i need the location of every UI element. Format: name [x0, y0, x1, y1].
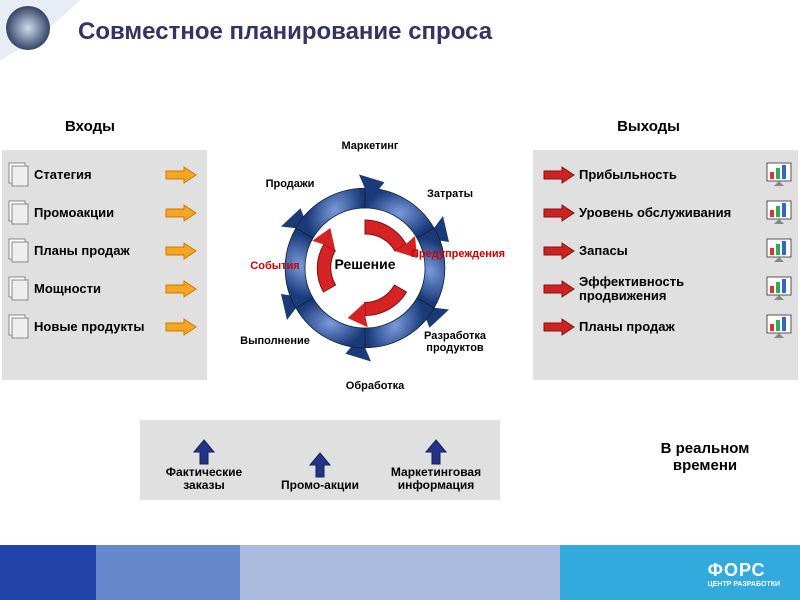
input-row: Новые продукты [8, 310, 201, 344]
input-row: Промоакции [8, 196, 201, 230]
chart-icon [766, 162, 792, 188]
document-icon [8, 200, 30, 226]
document-icon [8, 276, 30, 302]
outputs-header: Выходы [617, 118, 680, 135]
bottom-label: Промо-акции [281, 479, 359, 492]
arrow-right-icon [164, 242, 198, 260]
input-row: Планы продаж [8, 234, 201, 268]
bottom-item: Фактические заказы [149, 438, 259, 492]
brand-text: ФОРС [708, 560, 766, 580]
chart-icon [766, 314, 792, 340]
arrow-right-icon [542, 318, 576, 336]
cycle-label: Разработка продуктов [415, 330, 495, 354]
cycle-label: Затраты [420, 188, 480, 200]
bottom-panel: Фактические заказы Промо-акции Маркетинг… [140, 420, 500, 500]
output-label: Планы продаж [579, 320, 760, 334]
arrow-up-icon [308, 451, 332, 479]
cycle-diagram: Решение Маркетинг Затраты Разработка про… [225, 140, 505, 400]
arrow-up-icon [424, 438, 448, 466]
output-row: Запасы [539, 234, 792, 268]
arrow-right-icon [542, 280, 576, 298]
input-label: Новые продукты [34, 320, 161, 334]
input-label: Мощности [34, 282, 161, 296]
cycle-label: Обработка [340, 380, 410, 392]
corner-decoration [0, 0, 80, 60]
slide: Совместное планирование спроса Входы Вых… [0, 0, 800, 600]
output-label: Уровень обслуживания [579, 206, 760, 220]
cycle-label-red: События [245, 260, 305, 272]
bottom-item: Маркетинговая информация [381, 438, 491, 492]
document-icon [8, 162, 30, 188]
input-label: Планы продаж [34, 244, 161, 258]
bottom-item: Промо-акции [265, 451, 375, 492]
arrow-right-icon [164, 204, 198, 222]
arrow-up-icon [192, 438, 216, 466]
input-label: Статегия [34, 168, 161, 182]
cycle-label-red: Предупреждения [411, 248, 485, 260]
inputs-header: Входы [65, 118, 115, 135]
input-row: Мощности [8, 272, 201, 306]
outputs-panel: Прибыльность Уровень обслуживания Запасы… [533, 150, 798, 380]
footer-logo: ФОРС ЦЕНТР РАЗРАБОТКИ [708, 560, 780, 588]
output-row: Прибыльность [539, 158, 792, 192]
cycle-label: Выполнение [235, 335, 315, 347]
cycle-label: Маркетинг [340, 140, 400, 152]
cycle-center-label: Решение [325, 256, 405, 272]
footer-bar: ФОРС ЦЕНТР РАЗРАБОТКИ [0, 545, 800, 600]
page-title: Совместное планирование спроса [78, 18, 492, 46]
arrow-right-icon [542, 242, 576, 260]
output-label: Прибыльность [579, 168, 760, 182]
bottom-label: Фактические заказы [149, 466, 259, 492]
output-label: Эффективность продвижения [579, 275, 760, 304]
arrow-right-icon [164, 166, 198, 184]
chart-icon [766, 276, 792, 302]
realtime-label: В реальном времени [640, 440, 770, 474]
chart-icon [766, 238, 792, 264]
output-row: Эффективность продвижения [539, 272, 792, 306]
input-row: Статегия [8, 158, 201, 192]
arrow-right-icon [164, 280, 198, 298]
input-label: Промоакции [34, 206, 161, 220]
output-row: Уровень обслуживания [539, 196, 792, 230]
output-label: Запасы [579, 244, 760, 258]
arrow-right-icon [164, 318, 198, 336]
arrow-right-icon [542, 204, 576, 222]
document-icon [8, 238, 30, 264]
inputs-panel: Статегия Промоакции Планы продаж Мощност… [2, 150, 207, 380]
output-row: Планы продаж [539, 310, 792, 344]
document-icon [8, 314, 30, 340]
arrow-right-icon [542, 166, 576, 184]
bottom-label: Маркетинговая информация [381, 466, 491, 492]
brand-subtext: ЦЕНТР РАЗРАБОТКИ [708, 581, 780, 588]
cycle-label: Продажи [260, 178, 320, 190]
chart-icon [766, 200, 792, 226]
